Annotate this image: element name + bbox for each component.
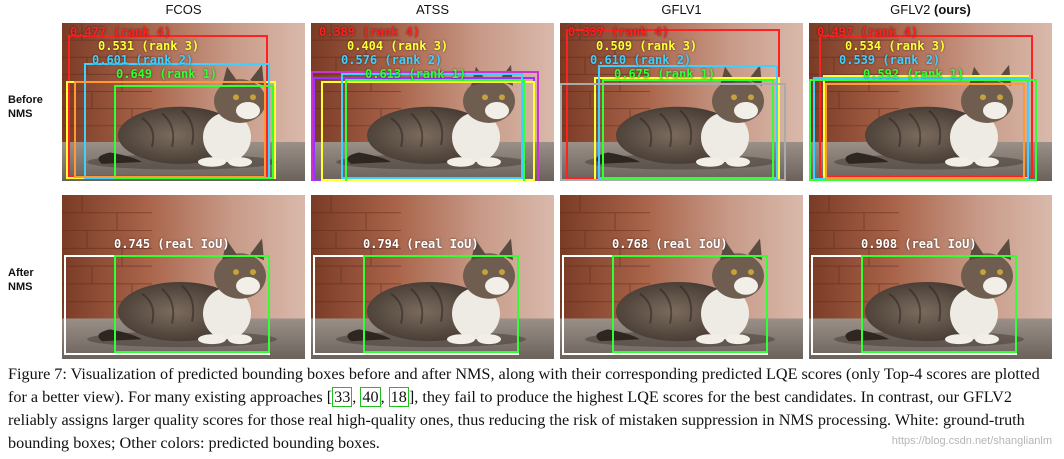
bounding-box xyxy=(825,83,1025,179)
bounding-box xyxy=(861,255,1017,353)
row-label-line: NMS xyxy=(8,108,33,120)
caption-text: Figure 7: Visualization of predicted bou… xyxy=(8,365,1040,406)
score-label: 0.404 (rank 3) xyxy=(347,39,449,53)
score-label: 0.497 (rank 4) xyxy=(817,25,919,39)
bounding-box xyxy=(114,255,270,353)
row-label-before-nms: Before NMS xyxy=(8,93,58,121)
citation-link[interactable]: 40 xyxy=(360,387,381,407)
column-title-text: FCOS xyxy=(165,2,202,17)
bounding-box xyxy=(114,85,274,179)
after-nms-cell-fcos: 0.745 (real IoU) xyxy=(62,195,305,359)
score-label: 0.768 (real IoU) xyxy=(612,237,728,251)
bounding-box xyxy=(809,79,1037,181)
column-title-gflv1: GFLV1 xyxy=(560,2,803,20)
bounding-box xyxy=(363,255,519,353)
score-label: 0.389 (rank 4) xyxy=(319,25,421,39)
cat-photo xyxy=(311,23,554,181)
score-label: 0.613 (rank 1) xyxy=(365,67,467,81)
after-nms-cell-gflv2: 0.908 (real IoU) xyxy=(809,195,1052,359)
caption-separator: , xyxy=(352,388,361,406)
score-label: 0.477 (rank 4) xyxy=(70,25,172,39)
row-label-line: Before xyxy=(8,94,43,106)
score-label: 0.539 (rank 2) xyxy=(839,53,941,67)
column-title-text: GFLV1 xyxy=(661,2,702,17)
cat-photo xyxy=(809,195,1052,359)
column-title-suffix: (ours) xyxy=(934,2,971,17)
bounding-box xyxy=(560,83,786,181)
cat-photo xyxy=(809,23,1052,181)
column-title-fcos: FCOS xyxy=(62,2,305,20)
score-label: 0.576 (rank 2) xyxy=(341,53,443,67)
score-label: 0.794 (real IoU) xyxy=(363,237,479,251)
bounding-box xyxy=(612,255,768,353)
bounding-box xyxy=(602,79,774,179)
score-label: 0.675 (rank 1) xyxy=(614,67,716,81)
bounding-box xyxy=(74,81,266,178)
before-nms-cell-gflv1: 0.337 (rank 4) 0.509 (rank 3) 0.610 (rank … xyxy=(560,23,803,181)
cat-photo xyxy=(560,23,803,181)
bounding-box xyxy=(345,79,525,181)
column-title-gflv2: GFLV2 (ours) xyxy=(809,2,1052,20)
score-label: 0.745 (real IoU) xyxy=(114,237,230,251)
score-label: 0.534 (rank 3) xyxy=(845,39,947,53)
bounding-box xyxy=(321,81,535,181)
cat-photo xyxy=(311,195,554,359)
score-label: 0.601 (rank 2) xyxy=(92,53,194,67)
column-title-atss: ATSS xyxy=(311,2,554,20)
row-label-line: NMS xyxy=(8,281,33,293)
score-label: 0.610 (rank 2) xyxy=(590,53,692,67)
figure-caption: Figure 7: Visualization of predicted bou… xyxy=(8,363,1056,455)
before-nms-cell-atss: 0.389 (rank 4) 0.404 (rank 3) 0.576 (rank … xyxy=(311,23,554,181)
score-label: 0.509 (rank 3) xyxy=(596,39,698,53)
column-title-text: ATSS xyxy=(416,2,449,17)
citation-link[interactable]: 33 xyxy=(332,387,353,407)
bounding-box xyxy=(311,71,539,181)
citation-link[interactable]: 18 xyxy=(388,387,409,407)
after-nms-cell-atss: 0.794 (real IoU) xyxy=(311,195,554,359)
row-label-after-nms: After NMS xyxy=(8,266,58,294)
caption-separator: , xyxy=(380,388,389,406)
score-label: 0.531 (rank 3) xyxy=(98,39,200,53)
bounding-box xyxy=(341,73,523,179)
score-label: 0.649 (rank 1) xyxy=(116,67,218,81)
before-nms-cell-gflv2: 0.497 (rank 4) 0.534 (rank 3) 0.539 (rank … xyxy=(809,23,1052,181)
before-nms-cell-fcos: 0.477 (rank 4) 0.531 (rank 3) 0.601 (rank … xyxy=(62,23,305,181)
cat-photo xyxy=(560,195,803,359)
caption-text: ], they fail to produce the highest LQE … xyxy=(8,388,1025,452)
row-label-line: After xyxy=(8,267,34,279)
watermark-text: https://blog.csdn.net/shanglianlm xyxy=(891,435,1052,447)
score-label: 0.592 (rank 1) xyxy=(863,67,965,81)
after-nms-cell-gflv1: 0.768 (real IoU) xyxy=(560,195,803,359)
score-label: 0.908 (real IoU) xyxy=(861,237,977,251)
score-label: 0.337 (rank 4) xyxy=(568,25,670,39)
column-title-text: GFLV2 xyxy=(890,2,934,17)
